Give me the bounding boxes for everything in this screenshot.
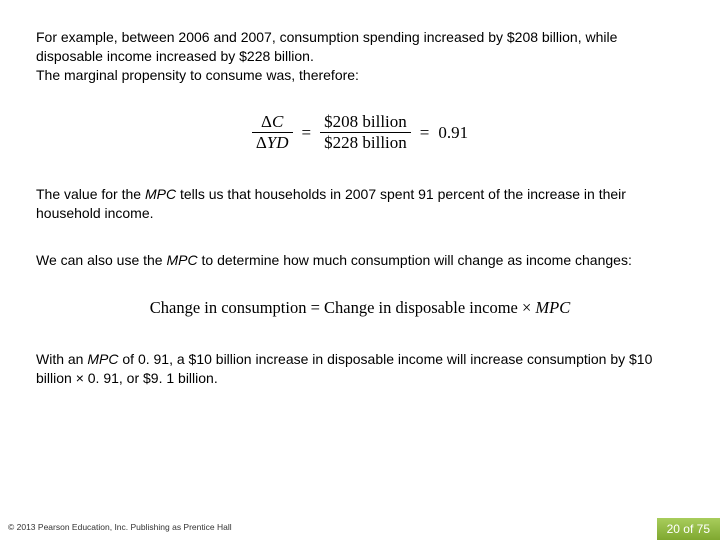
paragraph-4: With an MPC of 0. 91, a $10 billion incr… <box>36 350 684 388</box>
paragraph-1: For example, between 2006 and 2007, cons… <box>36 28 684 85</box>
mpc-equation: ΔC ΔYD = $208 billion $228 billion = 0.9… <box>36 113 684 153</box>
p1-text-a: For example, between 2006 and 2007, cons… <box>36 29 617 64</box>
equals-1: = <box>297 123 317 143</box>
paragraph-3: We can also use the MPC to determine how… <box>36 251 684 270</box>
formula-mpc: MPC <box>535 298 570 317</box>
frac-left-num: ΔC <box>252 113 293 134</box>
equation-result: 0.91 <box>438 123 468 143</box>
formula-a: Change in consumption = Change in dispos… <box>150 298 536 317</box>
equation-inline: ΔC ΔYD = $208 billion $228 billion = 0.9… <box>252 113 468 153</box>
p4-a: With an <box>36 351 87 367</box>
frac-right-num: $208 billion <box>320 113 411 134</box>
fraction-right: $208 billion $228 billion <box>320 113 411 153</box>
slide-content: For example, between 2006 and 2007, cons… <box>0 0 720 388</box>
p1-text-b: The marginal propensity to consume was, … <box>36 67 359 83</box>
copyright-text: © 2013 Pearson Education, Inc. Publishin… <box>8 522 232 532</box>
equals-2: = <box>415 123 435 143</box>
p2-a: The value for the <box>36 186 145 202</box>
paragraph-2: The value for the MPC tells us that hous… <box>36 185 684 223</box>
fraction-left: ΔC ΔYD <box>252 113 293 153</box>
p4-b: of 0. 91, a $10 billion increase in disp… <box>36 351 652 386</box>
p2-mpc: MPC <box>145 186 176 202</box>
frac-right-den: $228 billion <box>320 133 411 153</box>
p3-b: to determine how much consumption will c… <box>198 252 632 268</box>
p4-mpc: MPC <box>87 351 118 367</box>
consumption-formula: Change in consumption = Change in dispos… <box>36 298 684 318</box>
p3-a: We can also use the <box>36 252 166 268</box>
frac-left-den: ΔYD <box>252 133 293 153</box>
p3-mpc: MPC <box>166 252 197 268</box>
page-number-badge: 20 of 75 <box>657 518 720 540</box>
